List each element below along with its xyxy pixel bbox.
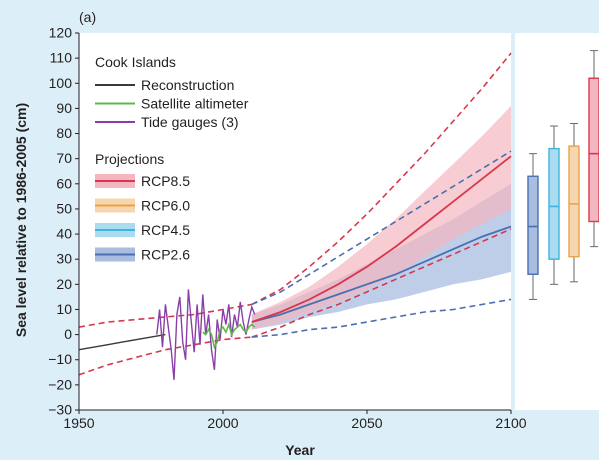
boxplot-box: [588, 77, 599, 223]
rcp85-mean-line: [251, 155, 512, 323]
legend-label: Satellite altimeter: [141, 96, 249, 112]
rcp85-outer-lower-line: [251, 228, 512, 338]
panel-label: (a): [79, 9, 96, 25]
x-tick-label: 1950: [63, 415, 94, 431]
rcp26-outer-lower-line: [251, 298, 512, 338]
reconstruction-line: [78, 333, 166, 351]
y-tick-label: 80: [56, 125, 72, 141]
legend-projections-title: Projections: [95, 151, 164, 167]
rcp85-band: [251, 105, 512, 330]
y-tick-label: 0: [64, 326, 72, 342]
rcp26-outer-upper-line: [251, 150, 512, 306]
x-tick-label: 2050: [351, 415, 382, 431]
y-tick-label: −20: [48, 376, 72, 392]
legend-label: RCP4.5: [141, 222, 190, 238]
y-tick-label: 40: [56, 226, 72, 242]
legend-label: Tide gauges (3): [141, 114, 239, 130]
rcp26-mean-line: [251, 225, 512, 323]
x-tick-label: 2000: [207, 415, 238, 431]
x-tick-label: 2100: [495, 415, 526, 431]
rcp85-outer-upper-line: [251, 52, 512, 306]
y-tick-label: 70: [56, 150, 72, 166]
boxplot-box: [548, 147, 560, 260]
y-tick-label: 30: [56, 251, 72, 267]
y-tick-label: −10: [48, 351, 72, 367]
legend-title: Cook Islands: [95, 54, 176, 70]
legend-label: Reconstruction: [141, 77, 234, 93]
boxplot-box: [568, 145, 580, 258]
y-tick-label: 90: [56, 100, 72, 116]
y-tick-label: 120: [49, 25, 73, 41]
boxplot-box: [527, 175, 539, 275]
projection-mean-lines: [251, 155, 512, 323]
satellite-altimeter-line: [202, 321, 256, 350]
pre-extension-lower-line: [78, 336, 252, 376]
x-axis-ticks: 1950 2000 2050 2100: [63, 410, 527, 431]
boxplots-2100: [527, 50, 599, 300]
y-tick-label: 50: [56, 200, 72, 216]
legend-label: RCP6.0: [141, 198, 190, 214]
x-axis-label: Year: [285, 442, 315, 458]
legend: Cook Islands Reconstruction Satellite alti…: [88, 46, 260, 270]
y-tick-label: 100: [49, 75, 73, 91]
legend-label: RCP2.6: [141, 247, 190, 263]
y-tick-label: 110: [50, 50, 73, 66]
projection-outer-range-lines: [251, 52, 512, 338]
y-tick-label: 60: [56, 175, 72, 191]
y-axis-label: Sea level relative to 1986-2005 (cm): [13, 103, 29, 337]
legend-label: RCP8.5: [141, 173, 190, 189]
y-tick-label: 10: [56, 301, 72, 317]
observation-series: [78, 289, 256, 380]
y-tick-label: −30: [48, 402, 72, 418]
y-tick-label: 20: [56, 276, 72, 292]
